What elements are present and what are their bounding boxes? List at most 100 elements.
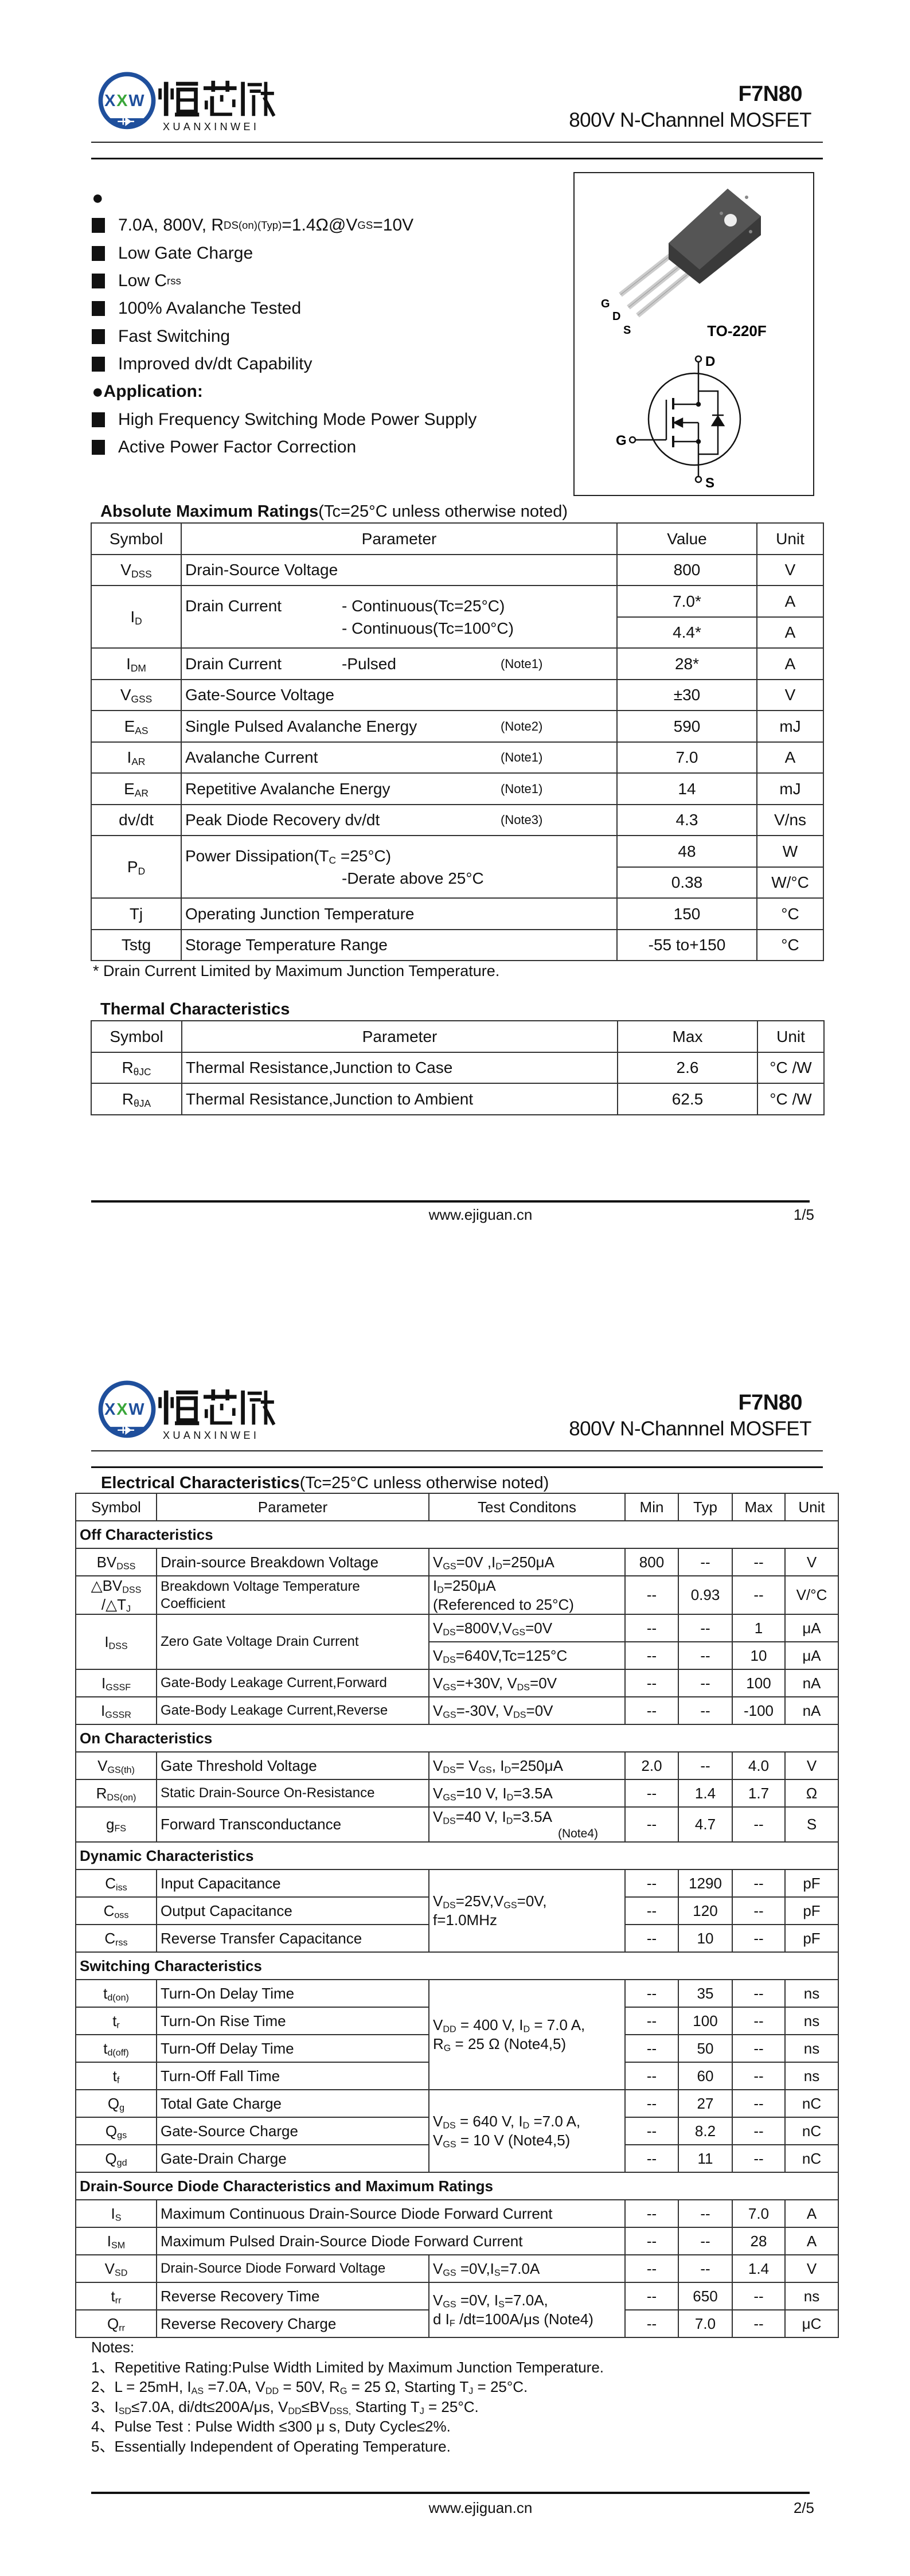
cell-text: 4.0 [748, 1757, 770, 1774]
cell-min: -- [624, 1896, 679, 1925]
footer-rule [91, 2492, 810, 2494]
cell-min: -- [624, 2309, 679, 2338]
cell-unit: V/ns [756, 803, 824, 836]
cell-text: °C [781, 904, 799, 923]
cell-max: -100 [732, 1696, 786, 1725]
cell-text-part: V [97, 1757, 108, 1774]
cell-sym: Coss [75, 1896, 157, 1925]
cell-text: A [784, 592, 796, 610]
table-row: td(on) Turn-On Delay Time VDD = 400 V, ID … [75, 1978, 839, 2090]
cell-text: -- [646, 2232, 657, 2250]
cell-min: -- [624, 1669, 679, 1697]
cell-text: pF [803, 1929, 821, 1947]
subscript: DS [443, 1654, 456, 1665]
cell-value: 28* [616, 647, 757, 680]
cell-typ: -- [678, 1696, 733, 1725]
cell-text: 2.6 [676, 1059, 699, 1077]
cell-text-part: V [433, 1892, 443, 1910]
cell-max: 100 [732, 1669, 786, 1697]
cell-text: 60 [697, 2067, 714, 2085]
cell-max: 1.7 [732, 1779, 786, 1808]
cell-text: -- [646, 2039, 657, 2057]
electrical-heading: Electrical Characteristics [101, 1474, 300, 1492]
cell-param: Turn-On Delay Time [156, 1978, 429, 2008]
square-bullet-icon [92, 329, 105, 344]
cell-text: -- [700, 1646, 710, 1664]
cell-text: 50 [697, 2039, 714, 2057]
cell-unit: °C /W [757, 1051, 825, 1084]
subscript: AR [131, 756, 146, 768]
cell-param: Storage Temperature Range [181, 928, 618, 961]
column-header-value: Value [616, 522, 757, 555]
feature-item: 100% Avalanche Tested [92, 295, 562, 322]
cell-text: Reverse Recovery Charge [161, 2315, 337, 2332]
cell-text: Storage Temperature Range [185, 936, 388, 954]
subscript: f [116, 2075, 120, 2086]
header-rule-thick [91, 1466, 823, 1468]
cell-text-part: =800V,V [455, 1619, 512, 1637]
cell-text: -- [753, 1929, 764, 1947]
cell-unit: nC [784, 2116, 839, 2145]
square-bullet-icon [92, 412, 105, 427]
cell-text: dv/dt [119, 811, 154, 829]
cell-text: -- [646, 1619, 657, 1637]
subscript: G [339, 2386, 347, 2397]
subscript: F [449, 2318, 455, 2329]
application-title: Application: [103, 382, 203, 401]
cell-text: 1 [754, 1619, 763, 1637]
parameter-detail: Peak Diode Recovery dv/dt (Note3) [185, 809, 613, 831]
subscript: DS [513, 1709, 526, 1720]
cell-param: Gate-Body Leakage Current,Reverse [156, 1696, 429, 1725]
cell-min: 800 [624, 1548, 679, 1576]
column-header-typ: Typ [678, 1493, 733, 1521]
cell-text: V [806, 1553, 817, 1571]
cell-text-part: = 10 V (Note4,5) [456, 2131, 571, 2149]
cell-text: 1.4 [694, 1784, 716, 1802]
electrical-table: Symbol Parameter Test Conditons Min Typ Max Un… [75, 1493, 839, 2338]
cell-text: 7.0 [675, 748, 698, 767]
cell-text: Operating Junction Temperature [185, 904, 415, 923]
cell-text: -- [646, 2012, 657, 2029]
cell-text: V/ns [774, 811, 807, 829]
cell-text-part: = 25 Ω (Note4,5) [451, 2035, 567, 2052]
note-ref: (Note1) [501, 750, 543, 765]
cell-text-part: =3.5A [513, 1784, 553, 1802]
table-row: ID Drain Current - Continuous(Tc=25°C) - Co… [91, 585, 824, 649]
subscript: GS [511, 1627, 526, 1638]
cell-text-part: V [433, 1808, 443, 1825]
table-row: Ciss Input Capacitance VDS=25V,VGS=0V, f=1… [75, 1868, 839, 1953]
cell-cond: VDD = 400 V, ID = 7.0 A, RG = 25 Ω (Note… [428, 1978, 626, 2090]
cell-text-part: I [111, 2204, 115, 2222]
cell-text: -55 to+150 [648, 936, 726, 954]
cell-typ: 1290 [678, 1868, 733, 1898]
subscript: DS [517, 1682, 530, 1693]
cell-unit: V [784, 2254, 839, 2283]
cell-text-part: =0V [526, 1701, 553, 1719]
cell-text: pF [803, 1874, 821, 1892]
cell-param: Forward Transconductance [156, 1806, 429, 1843]
table-row: IS Maximum Continuous Drain-Source Diode … [75, 2199, 839, 2228]
cell-text-part: =0V [530, 1674, 557, 1692]
cell-text: -- [753, 1902, 764, 1919]
note-text-part: =7.0A, V [204, 2378, 265, 2395]
cell-text: V/°C [796, 1586, 827, 1604]
logo-pinyin: XUANXINWEI [163, 120, 259, 132]
abs-max-heading: Absolute Maximum Ratings [100, 502, 319, 521]
cell-text-part: I [127, 748, 132, 767]
cell-min: -- [624, 1978, 679, 2008]
cell-cond: VGS=10 V, ID=3.5A [428, 1779, 626, 1808]
feature-text-part: 100% Avalanche Tested [118, 299, 302, 318]
cell-sym: td(on) [75, 1978, 157, 2008]
cell-text-part: =640V,Tc=125°C [455, 1646, 568, 1664]
note-ref: (Note1) [501, 656, 543, 671]
cell-sym: Qrr [75, 2309, 157, 2338]
subscript: GSSR [105, 1709, 131, 1720]
column-header-param: Parameter [156, 1493, 429, 1521]
notes: Notes: 1、Repetitive Rating:Pulse Width Li… [91, 2337, 604, 2456]
cell-text: Total Gate Charge [161, 2094, 282, 2112]
cell-text: 650 [693, 2287, 718, 2305]
cell-typ: -- [678, 1669, 733, 1697]
cell-text: mJ [779, 717, 801, 735]
cell-text-part: Q [105, 2122, 118, 2140]
cell-sym: BVDSS [75, 1548, 157, 1576]
